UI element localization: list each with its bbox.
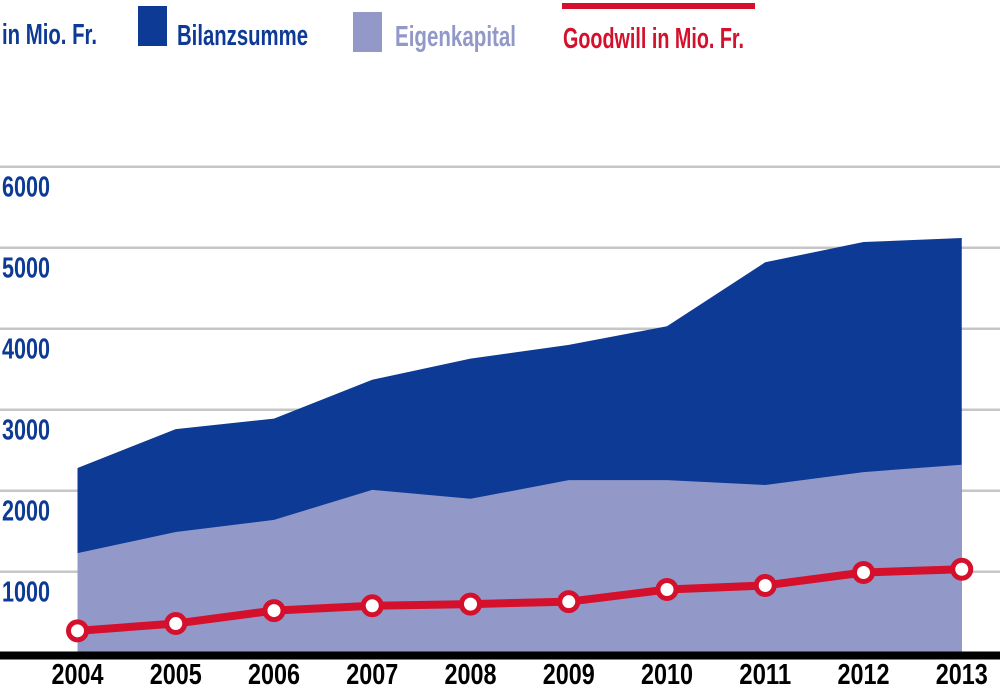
- x-tick-label: 2008: [445, 659, 497, 691]
- legend-swatch-eigenkapital: [353, 12, 382, 52]
- x-tick-label: 2005: [150, 659, 202, 691]
- x-tick-label: 2013: [936, 659, 988, 691]
- y-tick-label: 6000: [2, 172, 50, 204]
- legend-swatch-bilanzsumme: [138, 6, 167, 46]
- y-tick-label: 5000: [2, 253, 50, 285]
- goodwill-marker: [66, 619, 89, 643]
- x-tick-label: 2011: [739, 659, 791, 691]
- legend-swatch-goodwill-line: [562, 3, 755, 9]
- goodwill-line: [77, 565, 962, 635]
- x-tick-label: 2007: [346, 659, 398, 691]
- legend-label-eigenkapital: Eigenkapital: [395, 21, 516, 53]
- goodwill-marker: [360, 594, 384, 618]
- y-tick-label: 3000: [2, 415, 50, 447]
- legend-label-bilanzsumme: Bilanzsumme: [177, 20, 308, 52]
- goodwill-marker: [459, 592, 482, 616]
- goodwill-marker: [950, 557, 974, 581]
- y-tick-label: 2000: [2, 496, 50, 528]
- x-axis-line: [0, 651, 1000, 660]
- goodwill-marker: [655, 578, 679, 602]
- area-eigenkapital: [77, 464, 962, 652]
- goodwill-marker: [262, 599, 286, 623]
- y-axis-unit-label: in Mio. Fr.: [2, 19, 97, 51]
- goodwill-marker: [557, 590, 581, 614]
- x-tick-label: 2004: [52, 659, 104, 691]
- goodwill-marker: [753, 573, 777, 597]
- legend: in Mio. Fr. Bilanzsumme Eigenkapital Goo…: [2, 3, 755, 55]
- x-tick-label: 2009: [543, 659, 595, 691]
- goodwill-marker: [164, 612, 188, 636]
- y-tick-label: 1000: [2, 577, 50, 609]
- goodwill-markers: [66, 557, 974, 643]
- y-tick-label: 4000: [2, 334, 50, 366]
- goodwill-marker: [852, 561, 875, 585]
- legend-label-goodwill: Goodwill in Mio. Fr.: [563, 23, 744, 55]
- x-tick-label: 2006: [248, 659, 300, 691]
- x-tick-label: 2010: [641, 659, 693, 691]
- x-axis-tick-labels: 2004 2005 2006 2007 2008 2009 2010 2011 2012 2013: [52, 659, 988, 691]
- x-tick-label: 2012: [838, 659, 890, 691]
- y-axis-tick-labels: 1000 2000 3000 4000 5000 6000: [2, 172, 50, 609]
